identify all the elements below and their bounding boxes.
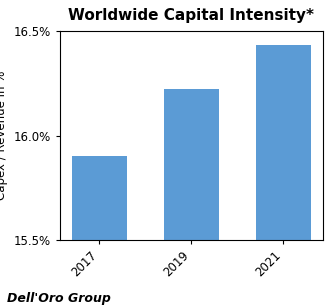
Text: Dell'Oro Group: Dell'Oro Group [7,292,111,305]
Bar [256,46,311,240]
Y-axis label: Capex / Revenue in %: Capex / Revenue in % [0,71,8,200]
Bar [72,156,127,240]
Title: Worldwide Capital Intensity*: Worldwide Capital Intensity* [69,8,314,23]
Bar [164,89,219,240]
